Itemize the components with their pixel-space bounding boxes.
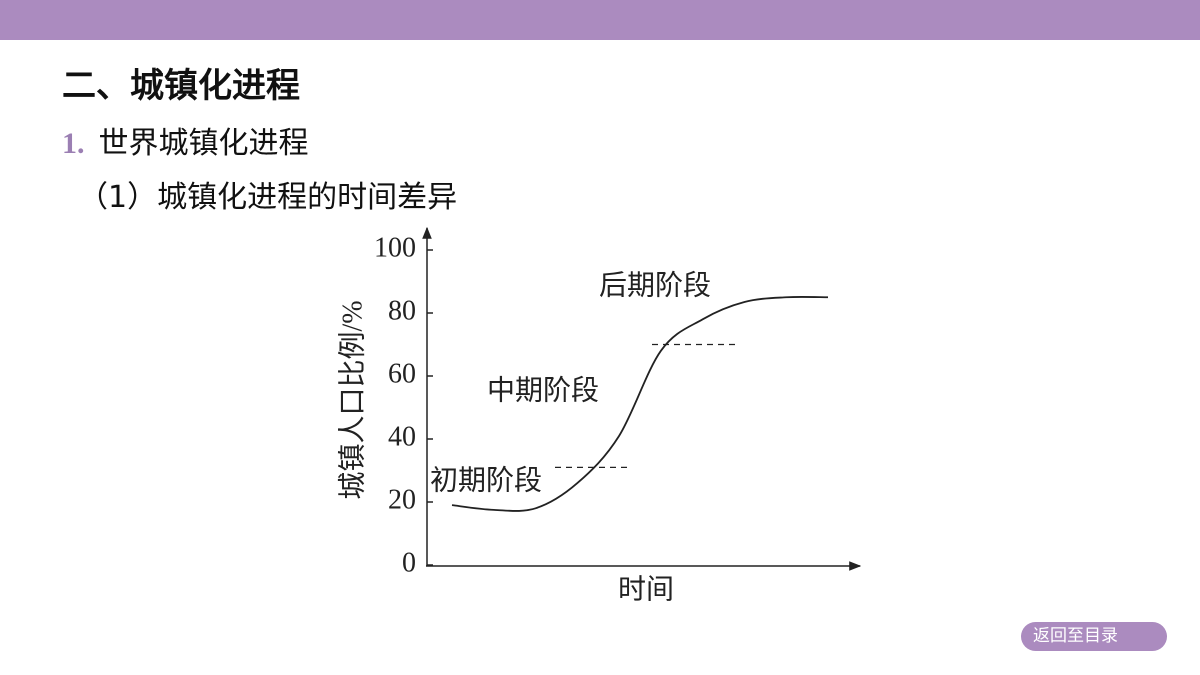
subsection: （1）城镇化进程的时间差异 xyxy=(78,180,458,215)
y-tick-label: 40 xyxy=(388,421,416,452)
section: 1. 世界城镇化进程 xyxy=(62,118,309,162)
stage-label: 后期阶段 xyxy=(599,269,711,301)
y-tick-label: 100 xyxy=(374,232,416,263)
y-tick-label: 80 xyxy=(388,295,416,326)
top-bar xyxy=(0,0,1200,40)
y-axis-label: 城镇人口比例/% xyxy=(336,300,368,499)
section-number: 1. xyxy=(62,127,85,160)
heading: 二、城镇化进程 xyxy=(62,66,300,106)
section-title: 世界城镇化进程 xyxy=(98,126,309,161)
y-tick-label: 20 xyxy=(388,484,416,515)
y-tick-label: 60 xyxy=(388,358,416,389)
x-axis-label: 时间 xyxy=(618,573,674,605)
y-tick-label: 0 xyxy=(402,547,416,578)
back-button[interactable]: 返回至目录 xyxy=(1021,622,1167,651)
stage-label: 初期阶段 xyxy=(430,464,542,496)
stage-label: 中期阶段 xyxy=(487,374,599,406)
curve xyxy=(451,296,829,512)
